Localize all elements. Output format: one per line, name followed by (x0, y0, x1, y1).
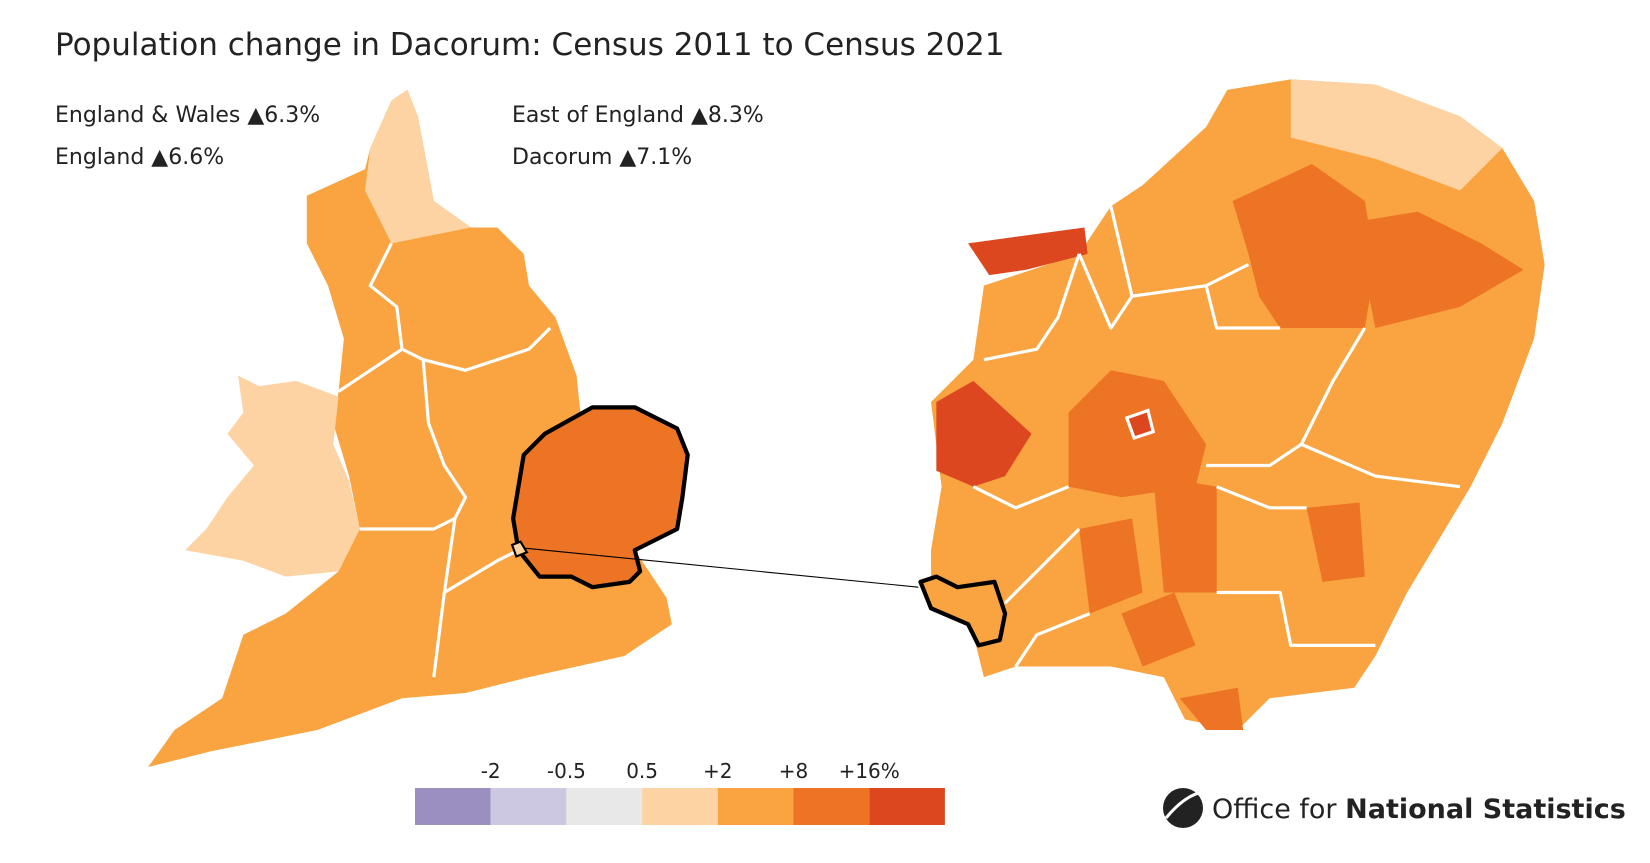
legend-label: +8 (779, 759, 808, 783)
title: Population change in Dacorum: Census 201… (55, 27, 1005, 63)
stat: East of England ▲8.3% (512, 103, 764, 128)
stat: England ▲6.6% (55, 145, 224, 170)
legend-swatch (869, 788, 945, 825)
maps (148, 79, 1545, 768)
logo-regular: Office for (1212, 794, 1337, 825)
legend-label: +16% (839, 759, 900, 783)
legend-label: 0.5 (626, 759, 658, 783)
stat: England & Wales ▲6.3% (55, 103, 320, 128)
east-of-england-map (918, 79, 1545, 731)
legend-swatch (642, 788, 718, 825)
legend-swatch (415, 788, 491, 825)
legend-label: +2 (703, 759, 732, 783)
legend-swatch (566, 788, 643, 825)
legend-swatch (490, 788, 567, 825)
legend-label: -0.5 (547, 759, 586, 783)
legend-swatch (793, 788, 870, 825)
england-wales-map (148, 89, 690, 768)
ons-logo: Office for National Statistics (1163, 788, 1626, 828)
connector (523, 547, 919, 588)
stat: Dacorum ▲7.1% (512, 145, 692, 170)
legend-swatch (717, 788, 794, 825)
legend: -2 -0.5 0.5 +2 +8 +16% (415, 759, 945, 825)
logo-text: Office for National Statistics (1212, 794, 1626, 825)
logo-bold: National Statistics (1345, 794, 1626, 825)
legend-label: -2 (481, 759, 501, 783)
